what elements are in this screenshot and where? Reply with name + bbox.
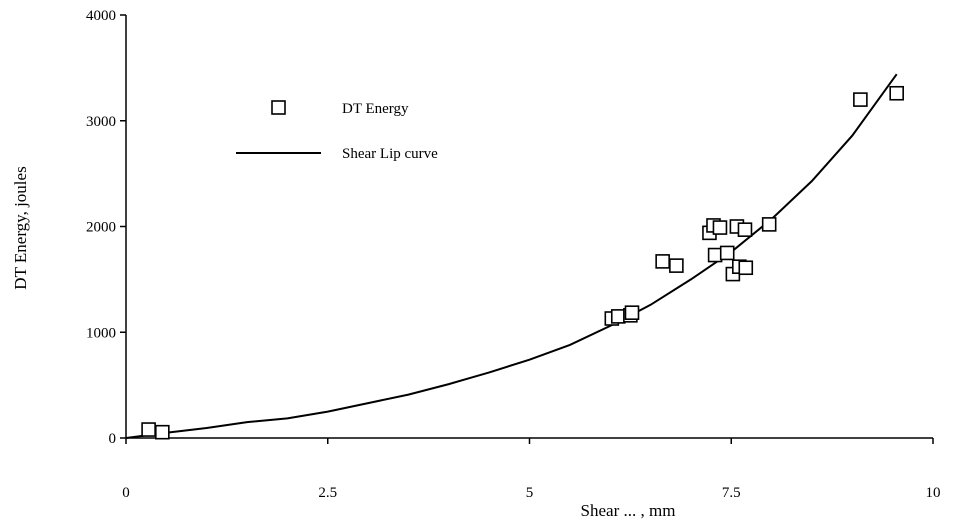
dt-energy-point — [670, 259, 683, 272]
dt-energy-point — [612, 310, 625, 323]
x-axis-label: Shear ... , mm — [581, 501, 676, 520]
x-tick-label: 0 — [122, 485, 130, 501]
y-axis-label: DT Energy, joules — [11, 166, 30, 289]
dt-energy-point — [721, 246, 734, 259]
y-ticks: 0 1000 2000 3000 4000 — [86, 8, 126, 447]
dt-energy-point — [625, 306, 638, 319]
x-tick-label: 10 — [926, 485, 941, 501]
dt-energy-point — [854, 93, 867, 106]
plot-area: 0 2.5 5 7.5 10 0 1000 2000 3000 4000 — [86, 8, 941, 501]
dt-energy-point — [713, 221, 726, 234]
shear-lip-curve-line — [126, 74, 897, 438]
dt-energy-point — [656, 255, 669, 268]
x-tick-label: 5 — [526, 485, 534, 501]
dt-energy-markers — [142, 87, 903, 439]
legend-label-shear-lip-curve: Shear Lip curve — [342, 146, 438, 162]
y-tick-label: 2000 — [86, 220, 116, 236]
y-tick-label: 1000 — [86, 325, 116, 341]
legend: DT Energy Shear Lip curve — [236, 101, 438, 162]
dt-energy-point — [709, 249, 722, 262]
dt-energy-point — [156, 426, 169, 439]
y-tick-label: 4000 — [86, 8, 116, 24]
x-tick-label: 7.5 — [722, 485, 741, 501]
dt-energy-point — [738, 223, 751, 236]
x-tick-label: 2.5 — [318, 485, 337, 501]
legend-square-marker-icon — [272, 101, 285, 114]
legend-label-dt-energy: DT Energy — [342, 101, 409, 117]
dt-energy-point — [142, 423, 155, 436]
dt-energy-point — [739, 261, 752, 274]
dt-energy-point — [763, 218, 776, 231]
y-tick-label: 3000 — [86, 114, 116, 130]
dt-energy-point — [890, 87, 903, 100]
y-tick-label: 0 — [109, 431, 117, 447]
x-ticks: 0 2.5 5 7.5 10 — [122, 438, 940, 501]
